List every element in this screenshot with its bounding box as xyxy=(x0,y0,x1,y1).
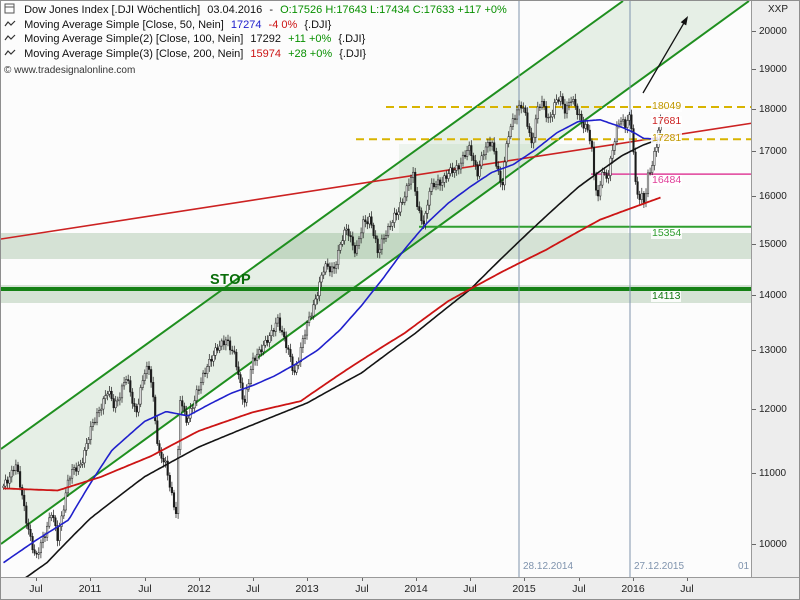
ma-wave-icon xyxy=(4,33,17,48)
x-tick-mark xyxy=(687,578,688,581)
legend-ma50-row[interactable]: Moving Average Simple [Close, 50, Nein] … xyxy=(4,19,511,34)
y-tick-mark xyxy=(752,473,756,474)
y-tick-label: 15000 xyxy=(759,239,787,250)
partial-date-label: 01 xyxy=(738,561,750,572)
instrument-icon xyxy=(4,3,17,19)
instrument-title: Dow Jones Index [.DJI Wöchentlich] xyxy=(24,4,201,16)
ma100-change: +11 +0% xyxy=(288,33,332,45)
level-label-17681[interactable]: 17681 xyxy=(651,115,683,127)
channel-bottom-line[interactable] xyxy=(1,1,750,545)
y-tick-mark xyxy=(752,409,756,410)
projection-arrow-head xyxy=(680,16,688,26)
x-tick-label: 2012 xyxy=(187,583,211,595)
legend-instrument-row[interactable]: Dow Jones Index [.DJI Wöchentlich] 03.04… xyxy=(4,3,511,19)
copyright-watermark: © www.tradesignalonline.com xyxy=(4,65,136,76)
ma-line-17292[interactable] xyxy=(3,138,661,595)
projection-arrow-line[interactable] xyxy=(642,20,686,94)
x-tick-label: Jul xyxy=(138,583,152,595)
ma50-title: Moving Average Simple [Close, 50, Nein] xyxy=(24,18,224,31)
x-tick-mark xyxy=(470,578,471,581)
x-tick-label: Jul xyxy=(246,583,260,595)
ma-wave-icon xyxy=(4,19,17,34)
ma200-symbol: {.DJI} xyxy=(339,47,367,60)
level-label-17281[interactable]: 17281 xyxy=(651,132,683,144)
ma-line-17274[interactable] xyxy=(3,118,661,564)
level-label-18049[interactable]: 18049 xyxy=(651,100,683,112)
legend-ma100-row[interactable]: Moving Average Simple(2) [Close, 100, Ne… xyxy=(4,33,511,48)
x-tick-label: Jul xyxy=(572,583,586,595)
ma200-change: +28 +0% xyxy=(288,47,333,60)
y-tick-mark xyxy=(752,31,756,32)
support-trendline[interactable] xyxy=(1,122,754,240)
ma200-title: Moving Average Simple(3) [Close, 200, Ne… xyxy=(24,47,244,60)
price-axis-unit: XXP xyxy=(768,4,789,15)
y-tick-label: 18000 xyxy=(759,104,787,115)
y-tick-mark xyxy=(752,544,756,545)
x-tick-mark xyxy=(36,578,37,581)
x-tick-mark xyxy=(90,578,91,581)
legend: Dow Jones Index [.DJI Wöchentlich] 03.04… xyxy=(4,3,511,78)
x-tick-label: 2015 xyxy=(512,583,536,595)
stop-annotation[interactable]: STOP xyxy=(210,272,252,288)
x-tick-label: Jul xyxy=(355,583,369,595)
ma200-value: 15974 xyxy=(250,47,282,60)
date-marker-label: 28.12.2014 xyxy=(523,561,574,572)
y-tick-label: 12000 xyxy=(759,404,787,415)
y-tick-mark xyxy=(752,151,756,152)
level-label-15354[interactable]: 15354 xyxy=(651,227,683,239)
legend-ma200-row[interactable]: Moving Average Simple(3) [Close, 200, Ne… xyxy=(4,48,511,63)
y-tick-label: 17000 xyxy=(759,146,787,157)
instrument-date: 03.04.2016 xyxy=(207,4,263,16)
candlestick-series[interactable] xyxy=(2,91,662,560)
x-tick-mark xyxy=(307,578,308,581)
x-tick-label: 2016 xyxy=(621,583,645,595)
ma50-value: 17274 xyxy=(230,18,262,31)
x-tick-label: Jul xyxy=(29,583,43,595)
ma-line-15974[interactable] xyxy=(3,196,661,492)
level-label-16484[interactable]: 16484 xyxy=(651,174,683,186)
y-tick-label: 14000 xyxy=(759,290,787,301)
x-tick-label: 2014 xyxy=(404,583,428,595)
separator: - xyxy=(269,4,273,16)
x-tick-mark xyxy=(633,578,634,581)
y-tick-label: 13000 xyxy=(759,345,787,356)
x-tick-mark xyxy=(199,578,200,581)
y-tick-label: 11000 xyxy=(759,468,787,479)
consolidation-zone xyxy=(399,144,628,233)
instrument-ohlc: O:17526 H:17643 L:17434 C:17633 +117 +0% xyxy=(280,4,507,16)
x-tick-mark xyxy=(524,578,525,581)
x-tick-mark xyxy=(362,578,363,581)
ma50-symbol: {.DJI} xyxy=(304,18,332,31)
time-axis[interactable]: Jul 2011 Jul 2012 Jul 2013 Jul 2014 Jul 2015 Jul 20… xyxy=(1,577,799,599)
x-tick-mark xyxy=(253,578,254,581)
y-tick-label: 20000 xyxy=(759,26,787,37)
ma-wave-icon xyxy=(4,48,17,63)
x-tick-label: 2011 xyxy=(78,583,102,595)
y-tick-mark xyxy=(752,109,756,110)
x-tick-label: Jul xyxy=(680,583,694,595)
x-tick-mark xyxy=(579,578,580,581)
y-tick-label: 10000 xyxy=(759,539,787,550)
ma100-value: 17292 xyxy=(250,33,282,45)
x-tick-mark xyxy=(145,578,146,581)
y-tick-mark xyxy=(752,244,756,245)
y-tick-mark xyxy=(752,69,756,70)
y-tick-label: 19000 xyxy=(759,64,787,75)
price-axis[interactable]: XXP 20000 19000 18000 17000 16000 15000 14000 1… xyxy=(751,1,799,579)
x-tick-label: Jul xyxy=(463,583,477,595)
y-tick-mark xyxy=(752,350,756,351)
ma50-change: -4 0% xyxy=(268,18,298,31)
y-tick-mark xyxy=(752,295,756,296)
y-tick-label: 16000 xyxy=(759,191,787,202)
ma100-title: Moving Average Simple(2) [Close, 100, Ne… xyxy=(24,33,244,45)
level-label-14113[interactable]: 14113 xyxy=(651,290,682,302)
y-tick-mark xyxy=(752,196,756,197)
x-tick-mark xyxy=(416,578,417,581)
x-tick-label: 2013 xyxy=(295,583,319,595)
date-marker-label: 27.12.2015 xyxy=(634,561,685,572)
ma100-symbol: {.DJI} xyxy=(338,33,366,45)
